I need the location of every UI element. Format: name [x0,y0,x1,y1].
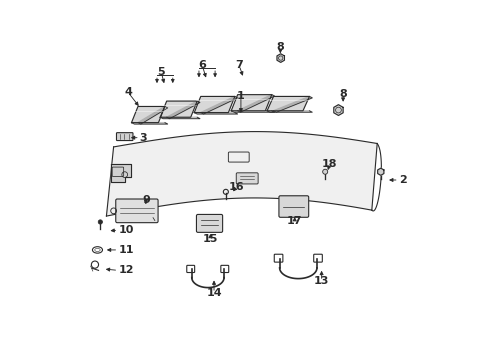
Text: 11: 11 [118,245,134,255]
Polygon shape [194,113,237,114]
Polygon shape [231,95,271,111]
Text: 5: 5 [157,67,165,77]
Text: 9: 9 [142,195,149,205]
FancyBboxPatch shape [236,173,258,184]
Text: 8: 8 [276,42,284,52]
Polygon shape [377,168,383,175]
Polygon shape [131,107,164,123]
Text: 8: 8 [339,89,346,99]
Polygon shape [333,105,343,116]
Text: 17: 17 [286,216,302,226]
Polygon shape [266,111,312,112]
Polygon shape [131,123,167,124]
Polygon shape [111,164,131,182]
Polygon shape [160,117,200,119]
Text: 2: 2 [398,175,406,185]
Text: 3: 3 [140,133,147,143]
Text: 1: 1 [237,91,244,101]
Text: 10: 10 [118,225,133,235]
Polygon shape [194,96,234,113]
FancyBboxPatch shape [116,199,158,223]
FancyBboxPatch shape [196,215,222,232]
FancyBboxPatch shape [278,196,308,217]
Polygon shape [138,107,167,124]
Polygon shape [201,96,237,114]
Polygon shape [166,101,200,119]
Circle shape [98,220,102,224]
Text: 16: 16 [228,182,244,192]
Polygon shape [273,96,312,112]
Circle shape [322,169,327,174]
Text: 12: 12 [118,265,134,275]
Text: 14: 14 [206,288,222,298]
Polygon shape [160,101,197,117]
Text: 13: 13 [313,276,328,286]
Circle shape [378,169,383,174]
FancyBboxPatch shape [116,133,133,140]
Polygon shape [237,95,274,112]
Polygon shape [276,54,284,62]
Text: 4: 4 [124,87,132,97]
Text: 6: 6 [198,60,206,70]
Polygon shape [106,132,376,216]
Text: 18: 18 [322,159,337,169]
Text: 7: 7 [235,60,243,70]
Polygon shape [266,96,309,111]
Text: 15: 15 [203,234,218,244]
Polygon shape [231,111,274,112]
